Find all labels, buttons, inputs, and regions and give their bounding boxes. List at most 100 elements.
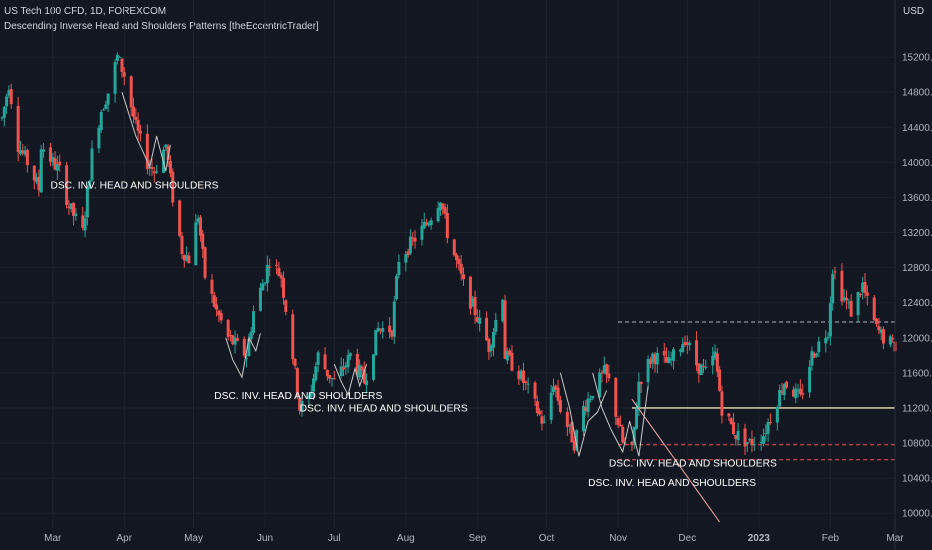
candle-body [90,148,94,181]
candle-body [503,300,507,359]
candle-body [390,331,394,337]
candle-body [695,340,699,366]
candle-body [639,382,643,385]
candle-body [425,222,429,225]
candle-body [651,353,655,362]
candle-body [538,411,542,415]
horizontal-levels [618,321,895,461]
candle-body [794,388,798,399]
time-tick-label: 2023 [748,533,771,544]
candle-body [18,150,22,154]
candle-body [83,218,87,231]
candle-body [840,270,844,302]
candle-body [637,381,641,408]
candle-body [420,225,424,240]
time-tick-label: Mar [886,533,904,544]
candle-body [284,300,288,312]
price-tick-label: 14800.0 [902,88,932,99]
candle-body [261,283,265,291]
pattern-zigzag [559,372,608,457]
candle-body [591,396,595,399]
candle-body [360,366,364,371]
candle-body [136,119,140,132]
candle-body [9,89,13,105]
candle-body [300,400,304,412]
candle-body [263,282,267,284]
candle-body [348,353,352,356]
candle-body [215,304,219,310]
price-tick-label: 12000.0 [902,333,932,344]
candle-body [362,369,366,384]
candle-body [605,364,609,375]
candle-body [798,388,802,394]
time-tick-label: Nov [609,533,627,544]
price-tick-label: 10800.0 [902,439,932,450]
candle-body [102,109,106,111]
candle-body [194,222,198,266]
candle-body [35,177,39,182]
candle-body [768,421,772,423]
candle-body [817,341,821,353]
candle-body [178,200,182,236]
candle-body [858,293,862,295]
trend-line [631,398,721,523]
time-axis[interactable]: Mar Apr May Jun Jul Aug Sep Oct Nov Dec 2023 Feb Mar [44,533,904,544]
candle-body [489,345,493,352]
candle-body [517,371,521,379]
candle-body [455,254,459,261]
candle-body [487,338,491,352]
candle-body [782,384,786,396]
candle-body [138,130,142,134]
price-axis[interactable]: 10000.0 10400.0 10800.0 11200.0 11600.0 12000… [894,0,932,550]
candle-body [845,297,849,301]
candle-body [752,444,756,446]
candle-body [0,117,4,119]
candle-body [720,391,724,416]
candle-body [542,421,546,423]
price-tick-label: 10000.0 [902,509,932,520]
candle-body [521,370,525,384]
time-tick-label: Oct [539,533,555,544]
candle-body [461,274,465,280]
candle-body [438,202,442,211]
candle-body [404,254,408,263]
candle-body [113,62,117,94]
candle-body [168,160,172,174]
candle-body [508,350,512,356]
candle-body [667,357,671,363]
indicator-title[interactable]: Descending Inverse Head and Shoulders Pa… [4,21,319,32]
candle-body [411,237,415,239]
candle-body [355,353,359,375]
candle-body [32,165,36,181]
candle-body [729,418,733,424]
candle-body [881,329,885,344]
symbol-title[interactable]: US Tech 100 CFD, 1D, FOREXCOM [4,6,167,17]
candle-body [575,430,579,449]
time-tick-label: Feb [822,533,840,544]
candle-body [715,353,719,372]
candle-body [81,215,85,228]
candle-body [648,359,652,364]
candle-body [565,411,569,427]
candle-body [875,319,879,325]
candle-body [166,146,170,160]
candle-body [685,342,689,346]
candle-body [330,377,334,379]
candle-body [365,380,369,386]
candle-body [713,351,717,359]
candle-body [731,422,735,434]
candle-body [388,325,392,333]
price-tick-label: 14000.0 [902,158,932,169]
candle-body [856,291,860,316]
candle-body [198,217,202,236]
candle-body [743,428,747,447]
price-tick-label: 12800.0 [902,263,932,274]
candle-body [443,207,447,214]
candle-body [328,375,332,379]
candle-body [219,312,223,321]
candle-body [249,331,253,340]
candle-body [226,319,230,337]
candle-body [258,287,262,311]
candle-body [298,398,302,411]
